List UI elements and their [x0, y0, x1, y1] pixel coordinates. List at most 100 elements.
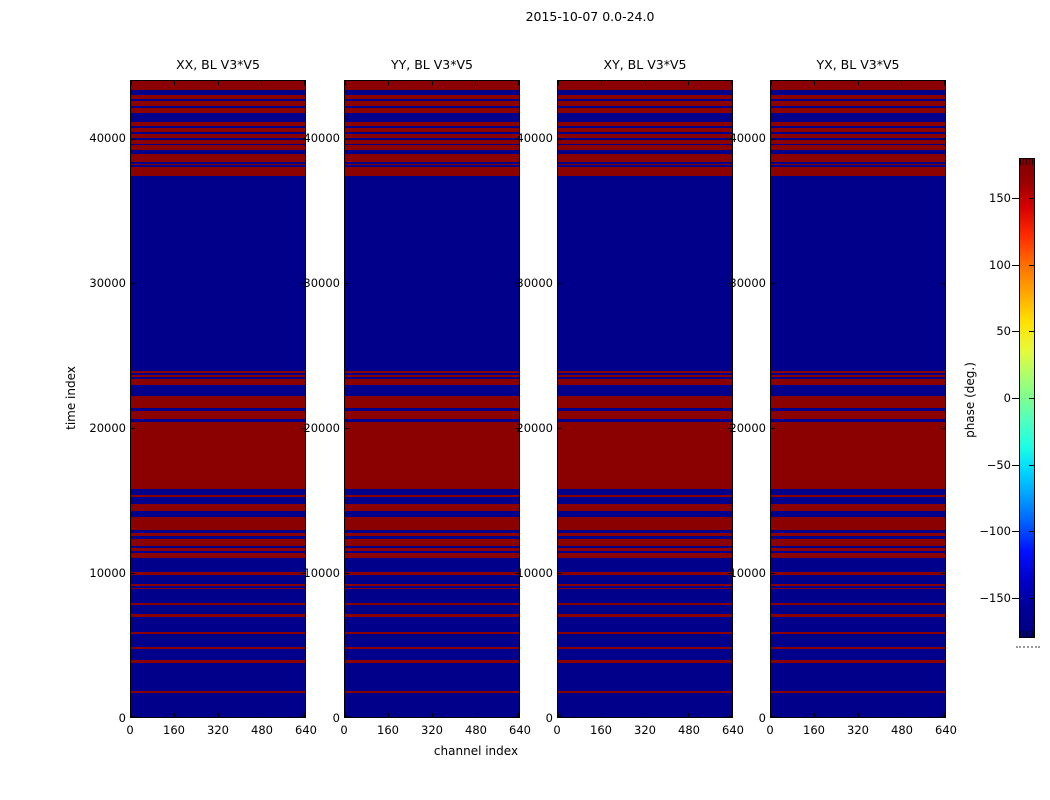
- phase-band: [345, 133, 519, 138]
- y-tick-mark: [515, 716, 519, 717]
- phase-band: [345, 517, 519, 531]
- phase-band: [771, 153, 945, 162]
- phase-band: [771, 128, 945, 133]
- colorbar-tick-mark: [1029, 264, 1034, 266]
- phase-band: [771, 691, 945, 693]
- x-tick-mark: [644, 81, 646, 85]
- x-tick-mark: [644, 713, 646, 717]
- phase-band: [558, 571, 732, 576]
- phase-band: [771, 587, 945, 590]
- phase-band: [131, 691, 305, 693]
- x-tick-mark: [518, 713, 519, 717]
- x-tick-label: 480: [465, 723, 487, 737]
- colorbar-tick-mark: [1012, 331, 1019, 333]
- phase-band: [558, 552, 732, 558]
- y-tick-mark: [131, 138, 135, 140]
- y-tick-label: 20000: [516, 421, 553, 435]
- y-tick-mark: [131, 572, 135, 574]
- phase-band: [771, 396, 945, 409]
- colorbar-dotted-mark: [1016, 646, 1040, 648]
- y-tick-label: 0: [118, 711, 126, 725]
- y-tick-mark: [771, 283, 775, 285]
- phase-band: [345, 603, 519, 606]
- y-tick-mark: [345, 572, 349, 574]
- y-tick-label: 0: [545, 711, 553, 725]
- colorbar-tick-label: 100: [989, 257, 1011, 272]
- phase-band: [558, 547, 732, 551]
- y-tick-label: 40000: [516, 131, 553, 145]
- colorbar-tick-label: −100: [979, 524, 1011, 539]
- x-tick-mark: [260, 713, 262, 717]
- x-tick-mark: [601, 713, 603, 717]
- phase-band: [131, 145, 305, 150]
- x-tick-label: 640: [935, 723, 957, 737]
- x-tick-mark: [771, 713, 772, 717]
- phase-band: [558, 100, 732, 106]
- phase-band: [131, 421, 305, 490]
- y-tick-mark: [345, 138, 349, 140]
- phase-band: [771, 660, 945, 663]
- panel-title: XX, BL V3*V5: [176, 57, 260, 72]
- x-tick-mark: [217, 713, 219, 717]
- phase-band: [771, 614, 945, 618]
- y-tick-label: 20000: [89, 421, 126, 435]
- phase-band: [345, 94, 519, 99]
- y-tick-label: 40000: [729, 131, 766, 145]
- phase-band: [131, 584, 305, 586]
- phase-band: [771, 603, 945, 606]
- phase-band: [131, 660, 305, 663]
- phase-band: [131, 94, 305, 99]
- x-tick-mark: [174, 713, 176, 717]
- y-tick-mark: [558, 138, 562, 140]
- phase-band: [345, 410, 519, 419]
- phase-band: [131, 396, 305, 409]
- y-tick-mark: [301, 427, 305, 429]
- y-tick-label: 20000: [303, 421, 340, 435]
- phase-band: [771, 632, 945, 635]
- phase-band: [558, 122, 732, 127]
- phase-band: [131, 517, 305, 531]
- y-tick-mark: [771, 427, 775, 429]
- x-tick-label: 0: [766, 723, 774, 737]
- phase-band: [131, 374, 305, 377]
- phase-band: [771, 100, 945, 106]
- y-tick-label: 30000: [89, 276, 126, 290]
- colorbar-label: phase (deg.): [963, 362, 977, 438]
- x-tick-label: 480: [251, 723, 273, 737]
- x-tick-label: 640: [295, 723, 317, 737]
- x-tick-mark: [857, 81, 859, 85]
- y-tick-label: 10000: [516, 566, 553, 580]
- y-tick-mark: [941, 716, 945, 717]
- phase-band: [345, 139, 519, 144]
- phase-band: [558, 587, 732, 590]
- colorbar-tick-mark: [1029, 531, 1034, 533]
- x-tick-label: 160: [590, 723, 612, 737]
- phase-band: [345, 81, 519, 91]
- phase-band: [558, 584, 732, 586]
- y-tick-label: 10000: [89, 566, 126, 580]
- x-tick-label: 640: [722, 723, 744, 737]
- y-tick-mark: [941, 283, 945, 285]
- phase-band: [558, 133, 732, 138]
- y-axis-label: time index: [64, 366, 78, 430]
- x-tick-mark: [431, 713, 433, 717]
- phase-band: [131, 495, 305, 498]
- y-tick-mark: [771, 572, 775, 574]
- colorbar-tick-mark: [1029, 464, 1034, 466]
- phase-band: [131, 614, 305, 618]
- y-tick-mark: [131, 427, 135, 429]
- x-tick-mark: [944, 713, 945, 717]
- phase-band: [771, 107, 945, 114]
- x-tick-mark: [260, 81, 262, 85]
- x-tick-mark: [731, 81, 732, 85]
- phase-band: [131, 533, 305, 536]
- y-tick-label: 10000: [303, 566, 340, 580]
- colorbar-tick-mark: [1029, 198, 1034, 199]
- phase-band: [345, 421, 519, 490]
- phase-band: [131, 122, 305, 127]
- x-tick-mark: [857, 713, 859, 717]
- phase-band: [131, 632, 305, 635]
- phase-band: [771, 539, 945, 547]
- phase-band: [131, 107, 305, 114]
